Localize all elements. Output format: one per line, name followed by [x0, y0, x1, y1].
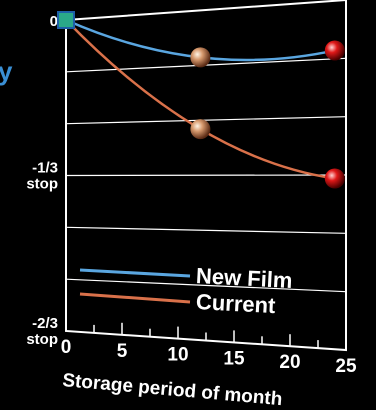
series-line	[65, 19, 335, 180]
x-axis-label: Storage period of month	[62, 370, 284, 410]
y-tick-label: stop	[26, 175, 58, 192]
origin-marker	[57, 11, 75, 29]
y-tick-label: 0	[50, 13, 58, 30]
x-tick-label: 10	[167, 345, 188, 366]
data-point-marker	[190, 47, 211, 68]
x-tick-label: 20	[279, 352, 300, 373]
x-tick-label: 0	[61, 337, 72, 358]
legend-swatch	[79, 268, 191, 278]
x-tick-label: 5	[117, 341, 128, 362]
y-tick-label: -2/3	[32, 315, 58, 332]
grid-line	[65, 278, 347, 293]
data-point-marker	[190, 119, 211, 140]
legend-label: Current	[195, 289, 276, 318]
x-tick-label: 15	[223, 348, 245, 369]
grid-line	[65, 174, 347, 177]
grid-line	[65, 116, 347, 125]
y-tick-label: -1/3	[32, 159, 58, 176]
data-point-marker	[324, 168, 345, 189]
x-tick-label: 25	[335, 356, 357, 377]
legend-swatch	[79, 292, 191, 304]
y-tick-label: stop	[26, 331, 58, 348]
left-edge-glyph: y	[0, 56, 13, 86]
grid-line	[65, 226, 347, 234]
legend-label: New Film	[195, 263, 293, 293]
data-point-marker	[324, 40, 345, 61]
